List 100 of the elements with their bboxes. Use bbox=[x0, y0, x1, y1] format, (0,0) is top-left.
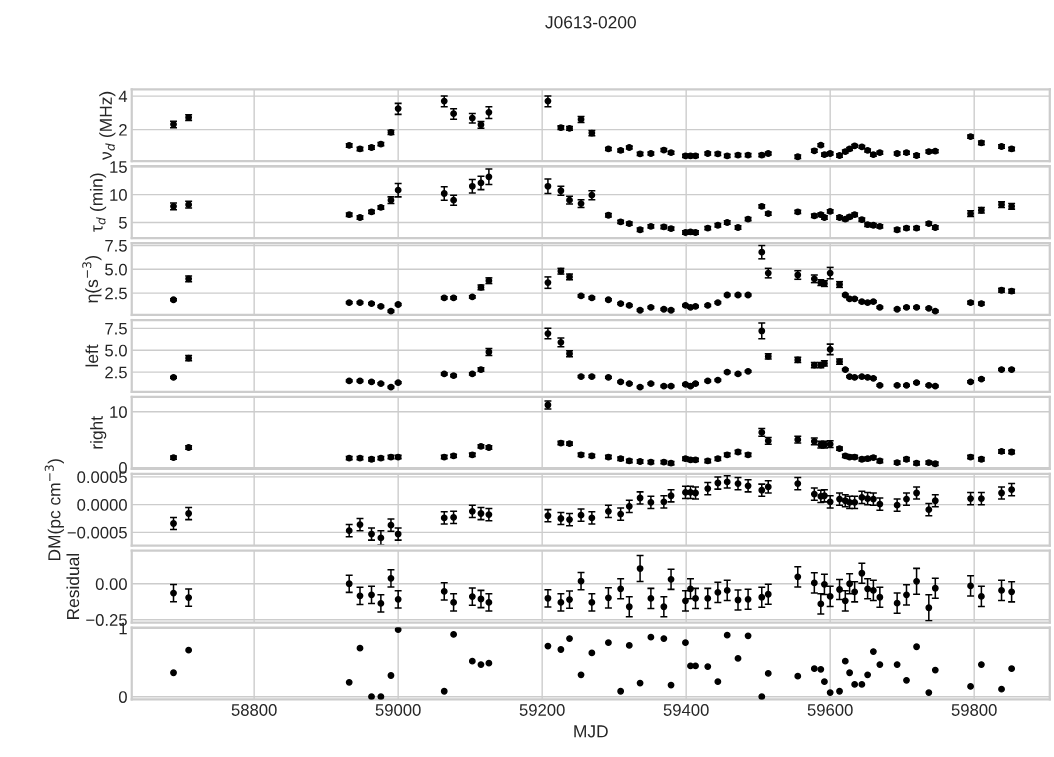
point bbox=[794, 672, 802, 680]
y-tick-label: 0.00 bbox=[95, 578, 127, 590]
point bbox=[440, 190, 448, 197]
point bbox=[893, 599, 901, 607]
point bbox=[704, 663, 712, 671]
x-tick-label: 59800 bbox=[951, 704, 997, 716]
point bbox=[744, 595, 752, 603]
point bbox=[170, 520, 177, 527]
point bbox=[617, 585, 625, 593]
point bbox=[682, 639, 689, 647]
point bbox=[544, 512, 552, 520]
point bbox=[734, 480, 742, 487]
point bbox=[841, 597, 849, 605]
point bbox=[647, 595, 655, 602]
point bbox=[858, 681, 866, 688]
point bbox=[625, 641, 633, 649]
point bbox=[387, 672, 395, 679]
x-tick-label: 59200 bbox=[519, 704, 565, 716]
y-axis-title: ν$_{d}$ (MHz) bbox=[99, 91, 116, 160]
point bbox=[477, 595, 485, 603]
point bbox=[903, 676, 910, 684]
point bbox=[817, 665, 825, 673]
point bbox=[440, 587, 448, 595]
point bbox=[913, 643, 920, 651]
y-tick-label: 2 bbox=[119, 123, 127, 136]
point bbox=[714, 588, 722, 596]
point bbox=[864, 495, 872, 502]
point bbox=[625, 502, 633, 510]
point bbox=[826, 689, 834, 697]
point bbox=[841, 657, 849, 665]
point bbox=[605, 594, 612, 602]
point bbox=[876, 593, 884, 601]
point bbox=[185, 646, 193, 654]
point bbox=[170, 589, 177, 597]
point bbox=[557, 646, 565, 653]
point bbox=[468, 593, 476, 600]
point bbox=[893, 661, 901, 668]
x-axis-title: MJD bbox=[574, 725, 608, 738]
point bbox=[758, 248, 766, 256]
point bbox=[851, 588, 859, 596]
y-tick-label: 4 bbox=[118, 90, 128, 103]
point bbox=[744, 632, 752, 640]
point bbox=[387, 521, 395, 529]
point bbox=[704, 485, 712, 492]
point bbox=[394, 105, 402, 112]
point bbox=[913, 577, 920, 585]
y-tick-label: 2.5 bbox=[105, 366, 127, 379]
point bbox=[794, 480, 802, 487]
point bbox=[692, 595, 699, 602]
point bbox=[723, 631, 731, 639]
point bbox=[864, 671, 872, 679]
point bbox=[450, 631, 458, 638]
point bbox=[977, 495, 985, 502]
point bbox=[345, 678, 353, 686]
point bbox=[858, 494, 866, 501]
point bbox=[810, 579, 818, 587]
point bbox=[864, 585, 872, 593]
point bbox=[605, 507, 612, 515]
point bbox=[682, 597, 689, 605]
point bbox=[356, 592, 364, 600]
point bbox=[477, 510, 485, 517]
point bbox=[667, 681, 675, 689]
y-tick-label: 5.0 bbox=[105, 344, 127, 357]
point bbox=[925, 604, 933, 612]
y-axis-title: τ$_{d}$ (min) bbox=[89, 173, 107, 232]
point bbox=[377, 534, 385, 542]
point bbox=[557, 515, 565, 522]
point bbox=[925, 506, 933, 514]
point bbox=[485, 108, 493, 116]
point bbox=[903, 591, 910, 599]
point bbox=[468, 182, 476, 190]
point bbox=[636, 565, 644, 572]
point bbox=[345, 580, 353, 588]
point bbox=[851, 499, 859, 506]
point bbox=[931, 584, 939, 592]
x-tick-label: 59000 bbox=[375, 704, 421, 716]
y-tick-label: 0 bbox=[118, 691, 127, 703]
point bbox=[794, 573, 802, 581]
point bbox=[723, 586, 731, 594]
point bbox=[377, 693, 385, 700]
x-tick-label: 59400 bbox=[663, 704, 709, 716]
point bbox=[692, 662, 699, 670]
point bbox=[734, 596, 742, 604]
point bbox=[967, 582, 974, 590]
point bbox=[485, 599, 493, 606]
point bbox=[744, 482, 752, 490]
point bbox=[764, 670, 772, 677]
point bbox=[931, 666, 939, 674]
point bbox=[998, 685, 1005, 693]
point bbox=[170, 669, 177, 677]
point bbox=[450, 599, 458, 606]
y-tick-label: 2.5 bbox=[105, 287, 127, 300]
point bbox=[544, 182, 552, 190]
y-tick-label: −0.0005 bbox=[67, 526, 127, 539]
point bbox=[377, 600, 385, 607]
y-axis-title: DM(pc cm$^{−3}$) bbox=[44, 459, 64, 561]
point bbox=[588, 649, 596, 657]
y-axis-title: left bbox=[85, 344, 99, 367]
point bbox=[810, 665, 818, 673]
point bbox=[925, 689, 933, 697]
